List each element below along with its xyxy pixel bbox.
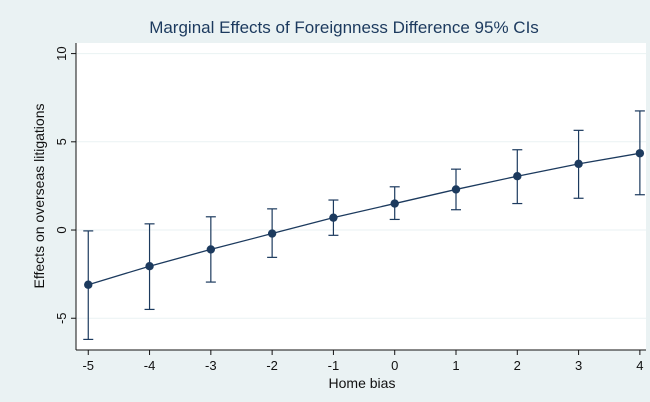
x-tick-label: -1 [328, 358, 340, 373]
data-point [206, 245, 216, 254]
series-line [88, 152, 640, 286]
series [83, 110, 645, 341]
data-point [635, 149, 645, 158]
x-tick-label: 0 [391, 358, 398, 373]
data-point [390, 199, 399, 208]
data-point [267, 229, 277, 238]
axes: -5 0 5 10 -5 -4 -3 -2 -1 0 1 2 3 4 [54, 43, 646, 373]
plot-area [76, 43, 646, 350]
x-tick-label: 3 [575, 358, 582, 373]
data-point [84, 280, 93, 289]
gridlines [76, 53, 646, 319]
y-tick-label: 10 [54, 46, 69, 60]
y-tick-label: 5 [54, 138, 69, 145]
data-point [145, 261, 154, 271]
y-tick-label: 0 [54, 226, 69, 233]
x-tick-label: 4 [636, 358, 643, 373]
x-tick-label: -5 [82, 358, 94, 373]
y-tick-label: -5 [54, 312, 69, 324]
data-point [451, 185, 461, 194]
data-point [574, 159, 583, 169]
data-point [513, 172, 522, 181]
x-tick-label: -2 [266, 358, 278, 373]
y-axis-label: Effects on overseas litigations [31, 104, 47, 289]
chart-title: Marginal Effects of Foreignness Differen… [149, 18, 539, 37]
x-axis-label: Home bias [329, 375, 396, 391]
x-tick-label: -4 [144, 358, 156, 373]
x-tick-label: -3 [205, 358, 217, 373]
x-tick-label: 1 [452, 358, 459, 373]
data-point [329, 213, 338, 222]
x-tick-label: 2 [514, 358, 521, 373]
